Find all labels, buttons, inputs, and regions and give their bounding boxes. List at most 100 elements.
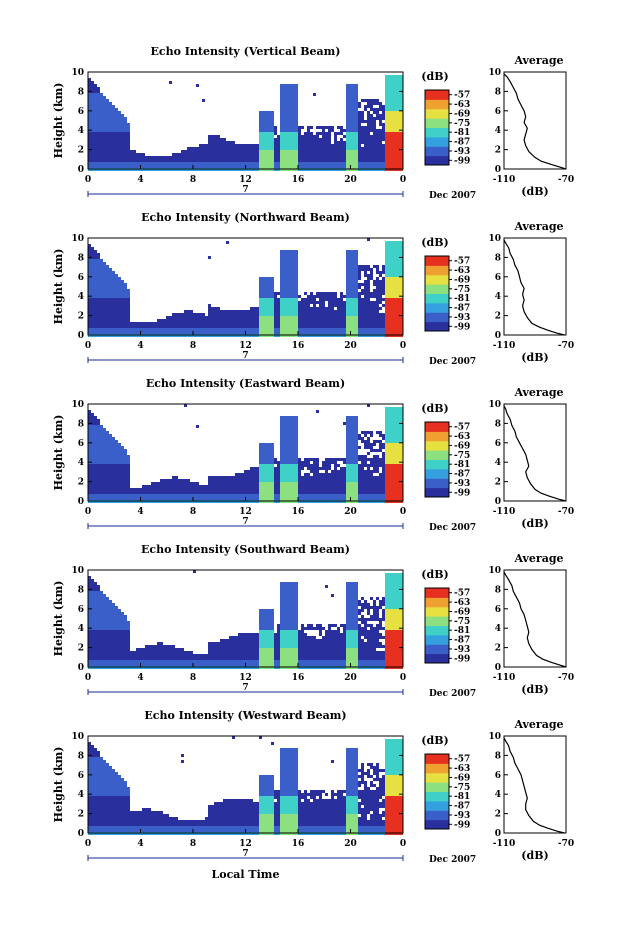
y-tick-label: 6 [78, 605, 84, 615]
average-frame [503, 71, 567, 170]
colorbar-segment [425, 146, 449, 157]
colorbar-tick-label: -57 [454, 755, 470, 765]
average-x-tick-label: -70 [558, 507, 574, 517]
colorbar-segment [425, 265, 449, 276]
average-x-tick-label: -110 [493, 341, 516, 351]
average-y-tick-label: 6 [495, 771, 501, 781]
x-tick-label: 4 [137, 507, 143, 517]
colorbar-tick-label: -75 [454, 783, 470, 793]
colorbar-tick-label: -69 [454, 441, 470, 451]
y-tick-label: 0 [78, 497, 84, 507]
colorbar-tick-label: -75 [454, 617, 470, 627]
colorbar-tick-label: -57 [454, 91, 470, 101]
x-tick-label: 20 [344, 507, 357, 517]
colorbar-unit: (dB) [421, 568, 448, 581]
colorbar-tick-label: -75 [454, 119, 470, 129]
y-tick-label: 8 [78, 751, 84, 761]
average-y-tick-label: 4 [495, 790, 501, 800]
y-tick-label: 2 [78, 810, 84, 820]
average-profile-line [503, 239, 565, 336]
y-tick-label: 4 [78, 790, 84, 800]
panel-title: Echo Intensity (Southward Beam) [141, 543, 350, 556]
colorbar-segment [425, 293, 449, 304]
colorbar-tick-label: -57 [454, 257, 470, 267]
average-x-tick-label: -70 [558, 341, 574, 351]
colorbar-tick-label: -99 [454, 820, 470, 830]
average-y-tick-label: 8 [495, 751, 501, 761]
heatmap-field [88, 736, 403, 835]
x-tick-label: 20 [344, 839, 357, 849]
colorbar-segment [425, 431, 449, 442]
day-label: 7 [242, 849, 248, 859]
panel-3: Echo Intensity (Eastward Beam) 0 2 4 6 8 10 Hei… [52, 377, 574, 533]
x-tick-label: 0 [85, 341, 91, 351]
colorbar-unit: (dB) [421, 236, 448, 249]
colorbar-tick-label: -81 [454, 294, 470, 304]
x-tick-label: 4 [137, 175, 143, 185]
average-profile-line [503, 405, 567, 502]
panel-1: Echo Intensity (Vertical Beam) 0 2 4 6 8 10 Hei… [52, 45, 574, 201]
colorbar-tick-label: -63 [454, 764, 470, 774]
colorbar-segment [425, 127, 449, 138]
y-tick-label: 6 [78, 771, 84, 781]
y-tick-label: 8 [78, 253, 84, 263]
colorbar-segment [425, 90, 449, 100]
date-label: Dec 2007 [429, 357, 476, 367]
colorbar-segment [425, 459, 449, 470]
colorbar-segment [425, 302, 449, 313]
average-x-label: (dB) [521, 185, 548, 198]
average-y-tick-label: 6 [495, 439, 501, 449]
x-tick-label: 12 [239, 175, 252, 185]
y-tick-label: 10 [71, 566, 84, 576]
average-y-tick-label: 8 [495, 253, 501, 263]
average-title: Average [513, 552, 563, 565]
x-tick-label: 20 [344, 175, 357, 185]
panel-title: Echo Intensity (Westward Beam) [144, 709, 346, 722]
colorbar-tick-label: -69 [454, 109, 470, 119]
x-tick-label: 0 [400, 673, 406, 683]
average-y-tick-label: 4 [495, 126, 501, 136]
colorbar-segment [425, 422, 449, 432]
x-tick-label: 12 [239, 507, 252, 517]
colorbar-tick-label: -87 [454, 138, 470, 148]
panel-title: Echo Intensity (Northward Beam) [141, 211, 350, 224]
y-tick-label: 4 [78, 458, 84, 468]
colorbar-frame [424, 89, 450, 166]
colorbar-tick-label: -99 [454, 488, 470, 498]
y-tick-label: 4 [78, 292, 84, 302]
average-title: Average [513, 54, 563, 67]
x-tick-label: 12 [239, 673, 252, 683]
average-profile-line [503, 571, 567, 668]
colorbar-tick-label: -93 [454, 645, 470, 655]
colorbar-segment [425, 763, 449, 774]
average-x-tick-label: -70 [558, 175, 574, 185]
y-axis-label: Height (km) [52, 249, 65, 325]
x-tick-label: 0 [85, 507, 91, 517]
colorbar-tick-label: -87 [454, 802, 470, 812]
colorbar-tick-label: -81 [454, 626, 470, 636]
x-tick-label: 4 [137, 839, 143, 849]
y-tick-label: 0 [78, 829, 84, 839]
average-profile-line [503, 737, 565, 834]
colorbar-tick-label: -69 [454, 773, 470, 783]
panel-2: Echo Intensity (Northward Beam) 0 2 4 6 8 10 He… [52, 211, 574, 367]
average-y-tick-label: 10 [488, 732, 501, 742]
average-frame [503, 403, 567, 502]
colorbar-segment [425, 606, 449, 617]
y-tick-label: 2 [78, 312, 84, 322]
colorbar-tick-label: -63 [454, 100, 470, 110]
x-axis-label: Local Time [212, 868, 280, 881]
average-x-label: (dB) [521, 517, 548, 530]
colorbar-unit: (dB) [421, 70, 448, 83]
y-tick-label: 10 [71, 400, 84, 410]
colorbar-segment [425, 644, 449, 655]
y-tick-label: 4 [78, 624, 84, 634]
average-y-tick-label: 0 [495, 331, 501, 341]
y-tick-label: 2 [78, 644, 84, 654]
y-tick-label: 10 [71, 234, 84, 244]
average-x-tick-label: -110 [493, 673, 516, 683]
average-title: Average [513, 718, 563, 731]
y-tick-label: 6 [78, 107, 84, 117]
y-tick-label: 10 [71, 68, 84, 78]
average-y-tick-label: 2 [495, 810, 501, 820]
